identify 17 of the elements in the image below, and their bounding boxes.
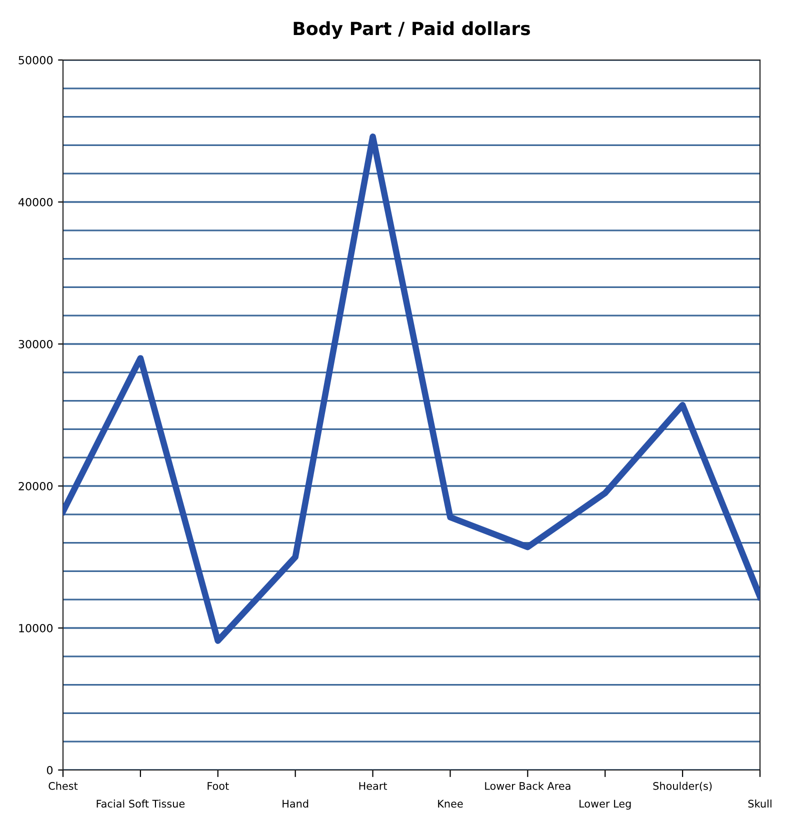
y-tick-label: 50000 xyxy=(18,56,53,64)
y-tick-label: 20000 xyxy=(18,482,53,490)
y-tick-label: 0 xyxy=(46,766,53,774)
x-tick-label: Heart xyxy=(359,782,388,790)
x-tick-label: Knee xyxy=(438,800,463,808)
y-tick-label: 10000 xyxy=(19,624,53,632)
x-tick-label: Hand xyxy=(282,800,308,808)
y-tick-label: 30000 xyxy=(18,340,53,348)
x-tick-label: Lower Leg xyxy=(580,800,631,810)
x-tick-label: Skull xyxy=(748,800,772,808)
x-tick-label: Lower Back Area xyxy=(485,782,570,790)
y-tick-label: 40000 xyxy=(18,198,53,206)
x-tick-label: Foot xyxy=(208,782,229,790)
x-tick-label: Shoulder(s) xyxy=(653,782,712,792)
x-tick-label: Facial Soft Tissue xyxy=(96,800,185,808)
chart-title: Body Part / Paid dollars xyxy=(294,21,530,39)
x-tick-label: Chest xyxy=(48,782,78,790)
